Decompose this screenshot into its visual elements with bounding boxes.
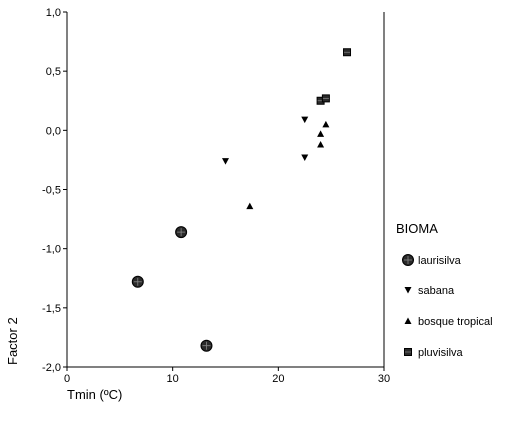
legend: BIOMA laurisilva sabana bosque tropical plu… (396, 221, 493, 359)
x-axis-ticks: 0 10 20 30 (64, 367, 390, 385)
x-tick-label: 20 (272, 373, 284, 385)
x-axis-title: Tmin (ºC) (67, 387, 122, 402)
x-tick-label: 30 (378, 373, 390, 385)
x-tick-label: 10 (167, 373, 179, 385)
axes (66, 12, 385, 368)
data-point (322, 120, 330, 128)
data-point (317, 141, 325, 148)
legend-marker (404, 348, 412, 356)
y-tick-label: -2,0 (42, 362, 61, 374)
data-point (246, 202, 254, 210)
legend-label: bosque tropical (418, 316, 493, 328)
data-point (222, 158, 229, 165)
y-tick-label: -0,5 (42, 185, 61, 197)
data-point (301, 116, 309, 124)
y-axis-ticks: 1,0 0,5 0,0 -0,5 -1,0 -1,5 -2,0 (42, 7, 67, 374)
x-tick-label: 0 (64, 373, 70, 385)
legend-label: sabana (418, 285, 455, 297)
y-tick-label: 1,0 (46, 7, 61, 19)
legend-marker (402, 254, 414, 266)
data-points (131, 48, 352, 352)
legend-label: laurisilva (418, 255, 462, 267)
data-point (321, 94, 330, 103)
y-tick-label: -1,0 (42, 244, 61, 256)
data-point (200, 339, 213, 352)
data-point (131, 275, 144, 288)
legend-label: pluvisilva (418, 347, 464, 359)
data-point (175, 226, 188, 239)
data-point (343, 48, 352, 57)
legend-marker (404, 317, 412, 324)
y-tick-label: 0,0 (46, 125, 61, 137)
data-point (301, 154, 309, 162)
y-tick-label: -1,5 (42, 303, 61, 315)
data-point (317, 130, 325, 137)
y-tick-label: 0,5 (46, 66, 61, 78)
legend-marker (404, 287, 412, 294)
y-axis-title: Factor 2 (5, 317, 20, 365)
legend-title: BIOMA (396, 221, 438, 236)
